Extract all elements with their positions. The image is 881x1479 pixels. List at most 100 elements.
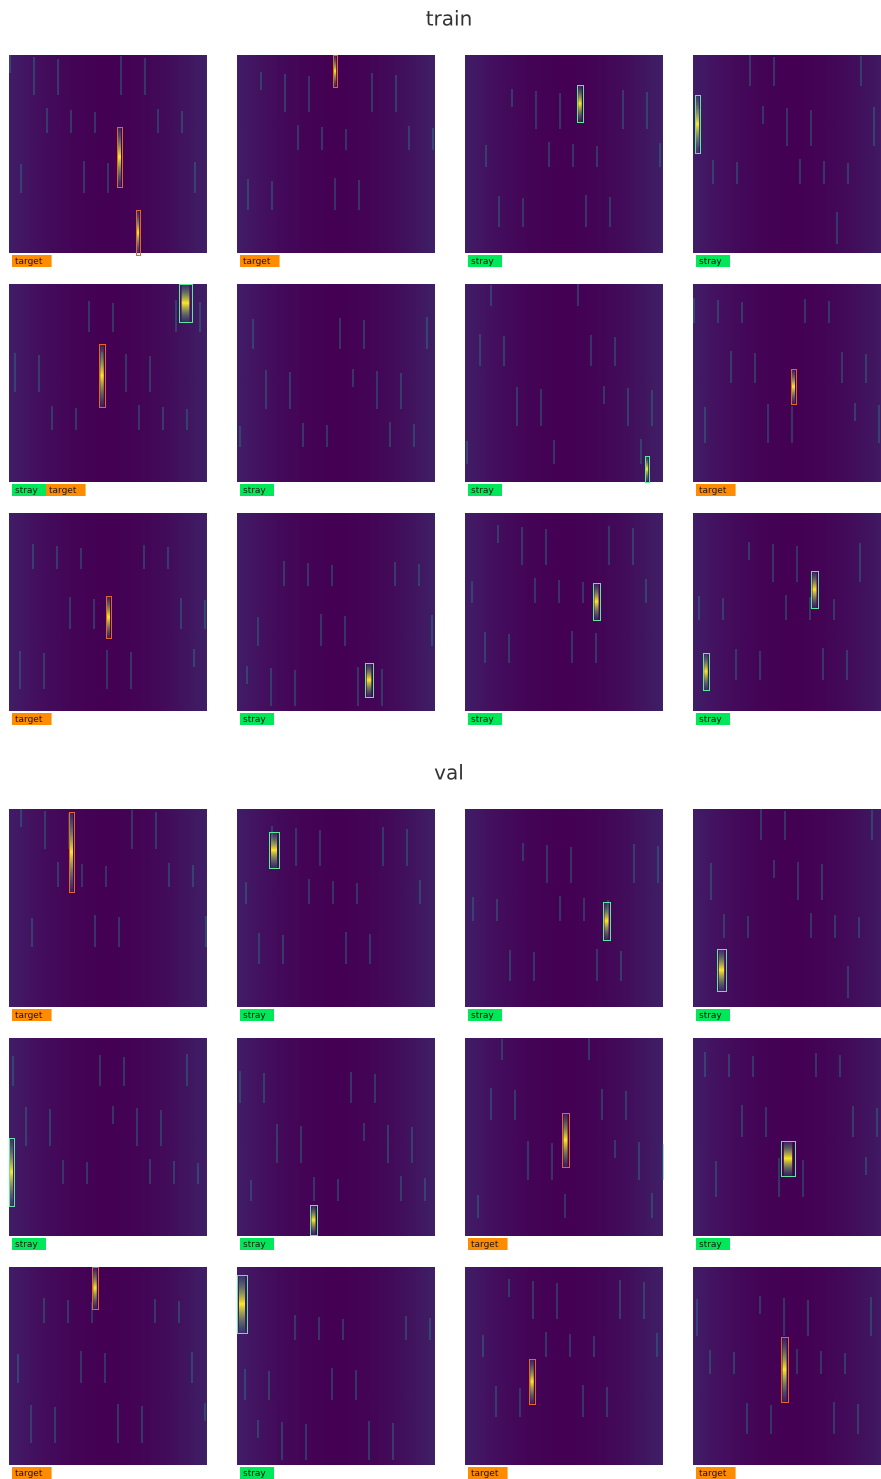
panel: stray xyxy=(465,284,663,496)
streak xyxy=(772,544,774,582)
bounding-box xyxy=(593,583,601,621)
streak xyxy=(693,298,695,323)
streak xyxy=(180,598,182,629)
streak xyxy=(496,899,498,921)
streak xyxy=(804,299,806,323)
streak xyxy=(815,1053,817,1077)
streak xyxy=(767,404,769,443)
panel: target xyxy=(465,1038,664,1250)
panel: target xyxy=(693,1267,881,1479)
streak xyxy=(588,1038,590,1060)
streak xyxy=(852,1106,854,1137)
streak xyxy=(246,666,248,684)
streak xyxy=(199,302,201,332)
label-chip xyxy=(46,484,86,496)
streak xyxy=(67,1300,69,1323)
streak xyxy=(358,180,360,210)
glow xyxy=(93,1267,97,1309)
streak xyxy=(828,301,830,323)
streak xyxy=(406,829,408,866)
streak xyxy=(614,337,616,366)
streak xyxy=(413,424,415,447)
streak xyxy=(643,1282,645,1319)
streak xyxy=(80,548,82,569)
streak xyxy=(633,844,635,883)
panel: stray target xyxy=(9,284,207,496)
streak xyxy=(606,1387,608,1417)
panel: stray xyxy=(693,1038,881,1250)
label-chip xyxy=(240,255,280,267)
streak xyxy=(69,597,71,629)
streak xyxy=(141,1406,143,1443)
bounding-box xyxy=(117,127,123,188)
streak xyxy=(640,439,642,464)
label-chip xyxy=(12,255,52,267)
streak xyxy=(374,1074,376,1103)
label-chip xyxy=(12,713,52,725)
streak xyxy=(503,336,505,366)
glow xyxy=(718,949,725,991)
glow xyxy=(563,1113,568,1167)
label-text: target xyxy=(15,1469,43,1479)
streak xyxy=(540,389,542,426)
streak xyxy=(239,426,241,447)
streak xyxy=(748,542,750,560)
streak xyxy=(265,370,267,409)
glow xyxy=(782,1337,787,1402)
streak xyxy=(424,1178,426,1201)
streak xyxy=(167,547,169,569)
streak xyxy=(822,648,824,680)
streak xyxy=(722,598,724,620)
streak xyxy=(93,599,95,629)
streak xyxy=(558,580,560,603)
streak xyxy=(590,335,592,366)
glow xyxy=(239,1275,245,1333)
streak xyxy=(245,882,247,904)
streak xyxy=(619,1280,621,1319)
streak xyxy=(149,1159,151,1184)
streak xyxy=(178,1301,180,1323)
streak xyxy=(258,933,260,964)
streak xyxy=(609,197,611,227)
bounding-box xyxy=(645,456,650,483)
glow xyxy=(271,832,277,868)
label-chip xyxy=(696,255,730,267)
glow xyxy=(812,571,817,608)
streak xyxy=(313,1177,315,1201)
glow xyxy=(366,663,372,697)
streak xyxy=(484,632,486,663)
streak xyxy=(308,879,310,904)
label-text: stray xyxy=(243,1469,266,1479)
spectrogram-haze xyxy=(465,1267,663,1465)
label-chip xyxy=(240,484,274,496)
glow xyxy=(604,902,609,940)
streak xyxy=(20,809,22,827)
label-text: stray xyxy=(471,257,494,267)
streak xyxy=(49,1109,51,1146)
streak xyxy=(784,811,786,840)
spectrogram-haze xyxy=(237,1267,435,1465)
label-chip xyxy=(12,1009,52,1021)
streak xyxy=(295,828,297,866)
streak xyxy=(878,405,880,443)
bounding-box xyxy=(577,85,584,123)
streak xyxy=(582,1385,584,1417)
streak xyxy=(847,966,849,998)
streak xyxy=(12,1056,14,1086)
streak xyxy=(466,441,468,464)
streak xyxy=(785,595,787,620)
spectrogram-haze xyxy=(693,809,881,1007)
streak xyxy=(846,650,848,680)
glow xyxy=(100,344,104,407)
label-chip xyxy=(468,484,502,496)
streak xyxy=(62,1160,64,1184)
spectrogram-haze xyxy=(9,55,207,253)
streak xyxy=(572,144,574,167)
streak xyxy=(382,827,384,866)
streak xyxy=(659,143,661,167)
streak xyxy=(143,545,145,569)
streak xyxy=(548,142,550,167)
streak xyxy=(646,92,648,129)
glow xyxy=(333,55,337,87)
